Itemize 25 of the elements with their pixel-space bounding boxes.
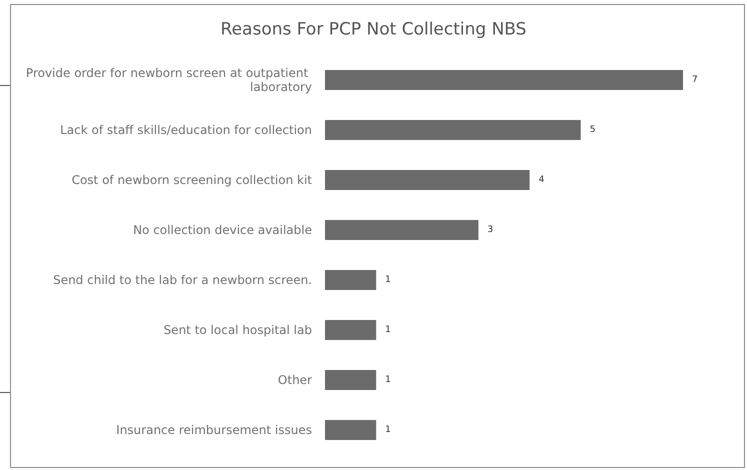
bar [325,420,376,440]
y-tick-label: Send child to the lab for a newborn screen. [53,273,312,287]
data-label: 1 [385,325,391,335]
bar [325,270,376,290]
y-tick-label: No collection device available [133,223,312,237]
y-tick-label: Provide order for newborn screen at outpatient laboratory [26,66,312,94]
data-label: 1 [385,275,391,285]
data-label: 5 [590,125,596,135]
bar [325,70,683,90]
bar [325,370,376,390]
chart-title: Reasons For PCP Not Collecting NBS [220,20,526,40]
y-tick-label: Sent to local hospital lab [164,323,312,337]
bar [325,170,530,190]
bar [325,320,376,340]
y-tick-label: Other [278,373,312,387]
data-label: 7 [692,75,698,85]
y-tick-label: Cost of newborn screening collection kit [72,173,312,187]
data-label: 3 [487,225,494,235]
bar [325,120,581,140]
data-label: 4 [538,175,545,185]
y-tick-label: Lack of staff skills/education for collection [60,123,312,137]
data-label: 1 [385,425,391,435]
data-label: 1 [385,375,391,385]
bar [325,220,478,240]
y-tick-label: Insurance reimbursement issues [116,423,312,437]
